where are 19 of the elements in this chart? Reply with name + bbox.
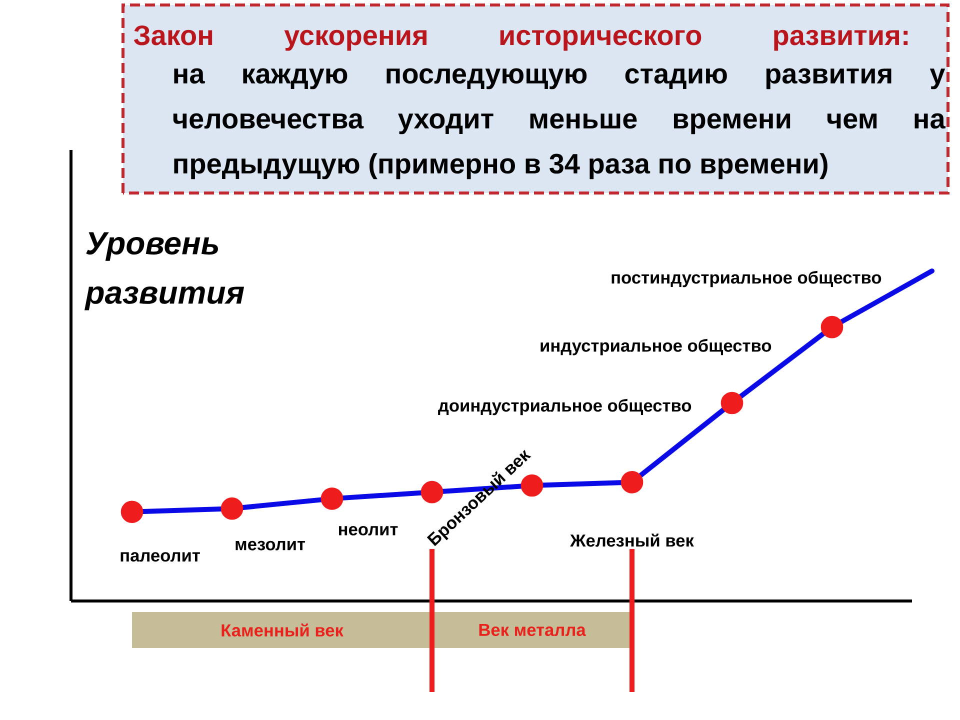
chart-title: Закон ускорения исторического развития: (134, 25, 908, 51)
annotation: палеолит (120, 552, 200, 562)
annotation: Железный век (570, 534, 694, 547)
annotation: мезолит (236, 540, 306, 550)
annotation: неолит (339, 526, 398, 536)
point (520, 474, 544, 497)
point (720, 392, 744, 414)
point (820, 316, 844, 338)
chart-subtitle: на каждую последующую стадию развития у человечества уходит меньше времени чем на предыдущую (примерно в 34 раза по времени) (173, 68, 946, 180)
annotation: доиндустриальное общество (438, 398, 692, 416)
point (220, 497, 244, 520)
y-axis-title: Уровень развития (84, 232, 244, 310)
point (120, 500, 144, 524)
annotation: индустриальное общество (540, 338, 772, 356)
point (620, 471, 644, 494)
point (320, 488, 344, 510)
annotation: постиндустриальное общество (612, 270, 882, 288)
text: Век металла (479, 624, 586, 636)
text: Каменный век (222, 623, 344, 637)
